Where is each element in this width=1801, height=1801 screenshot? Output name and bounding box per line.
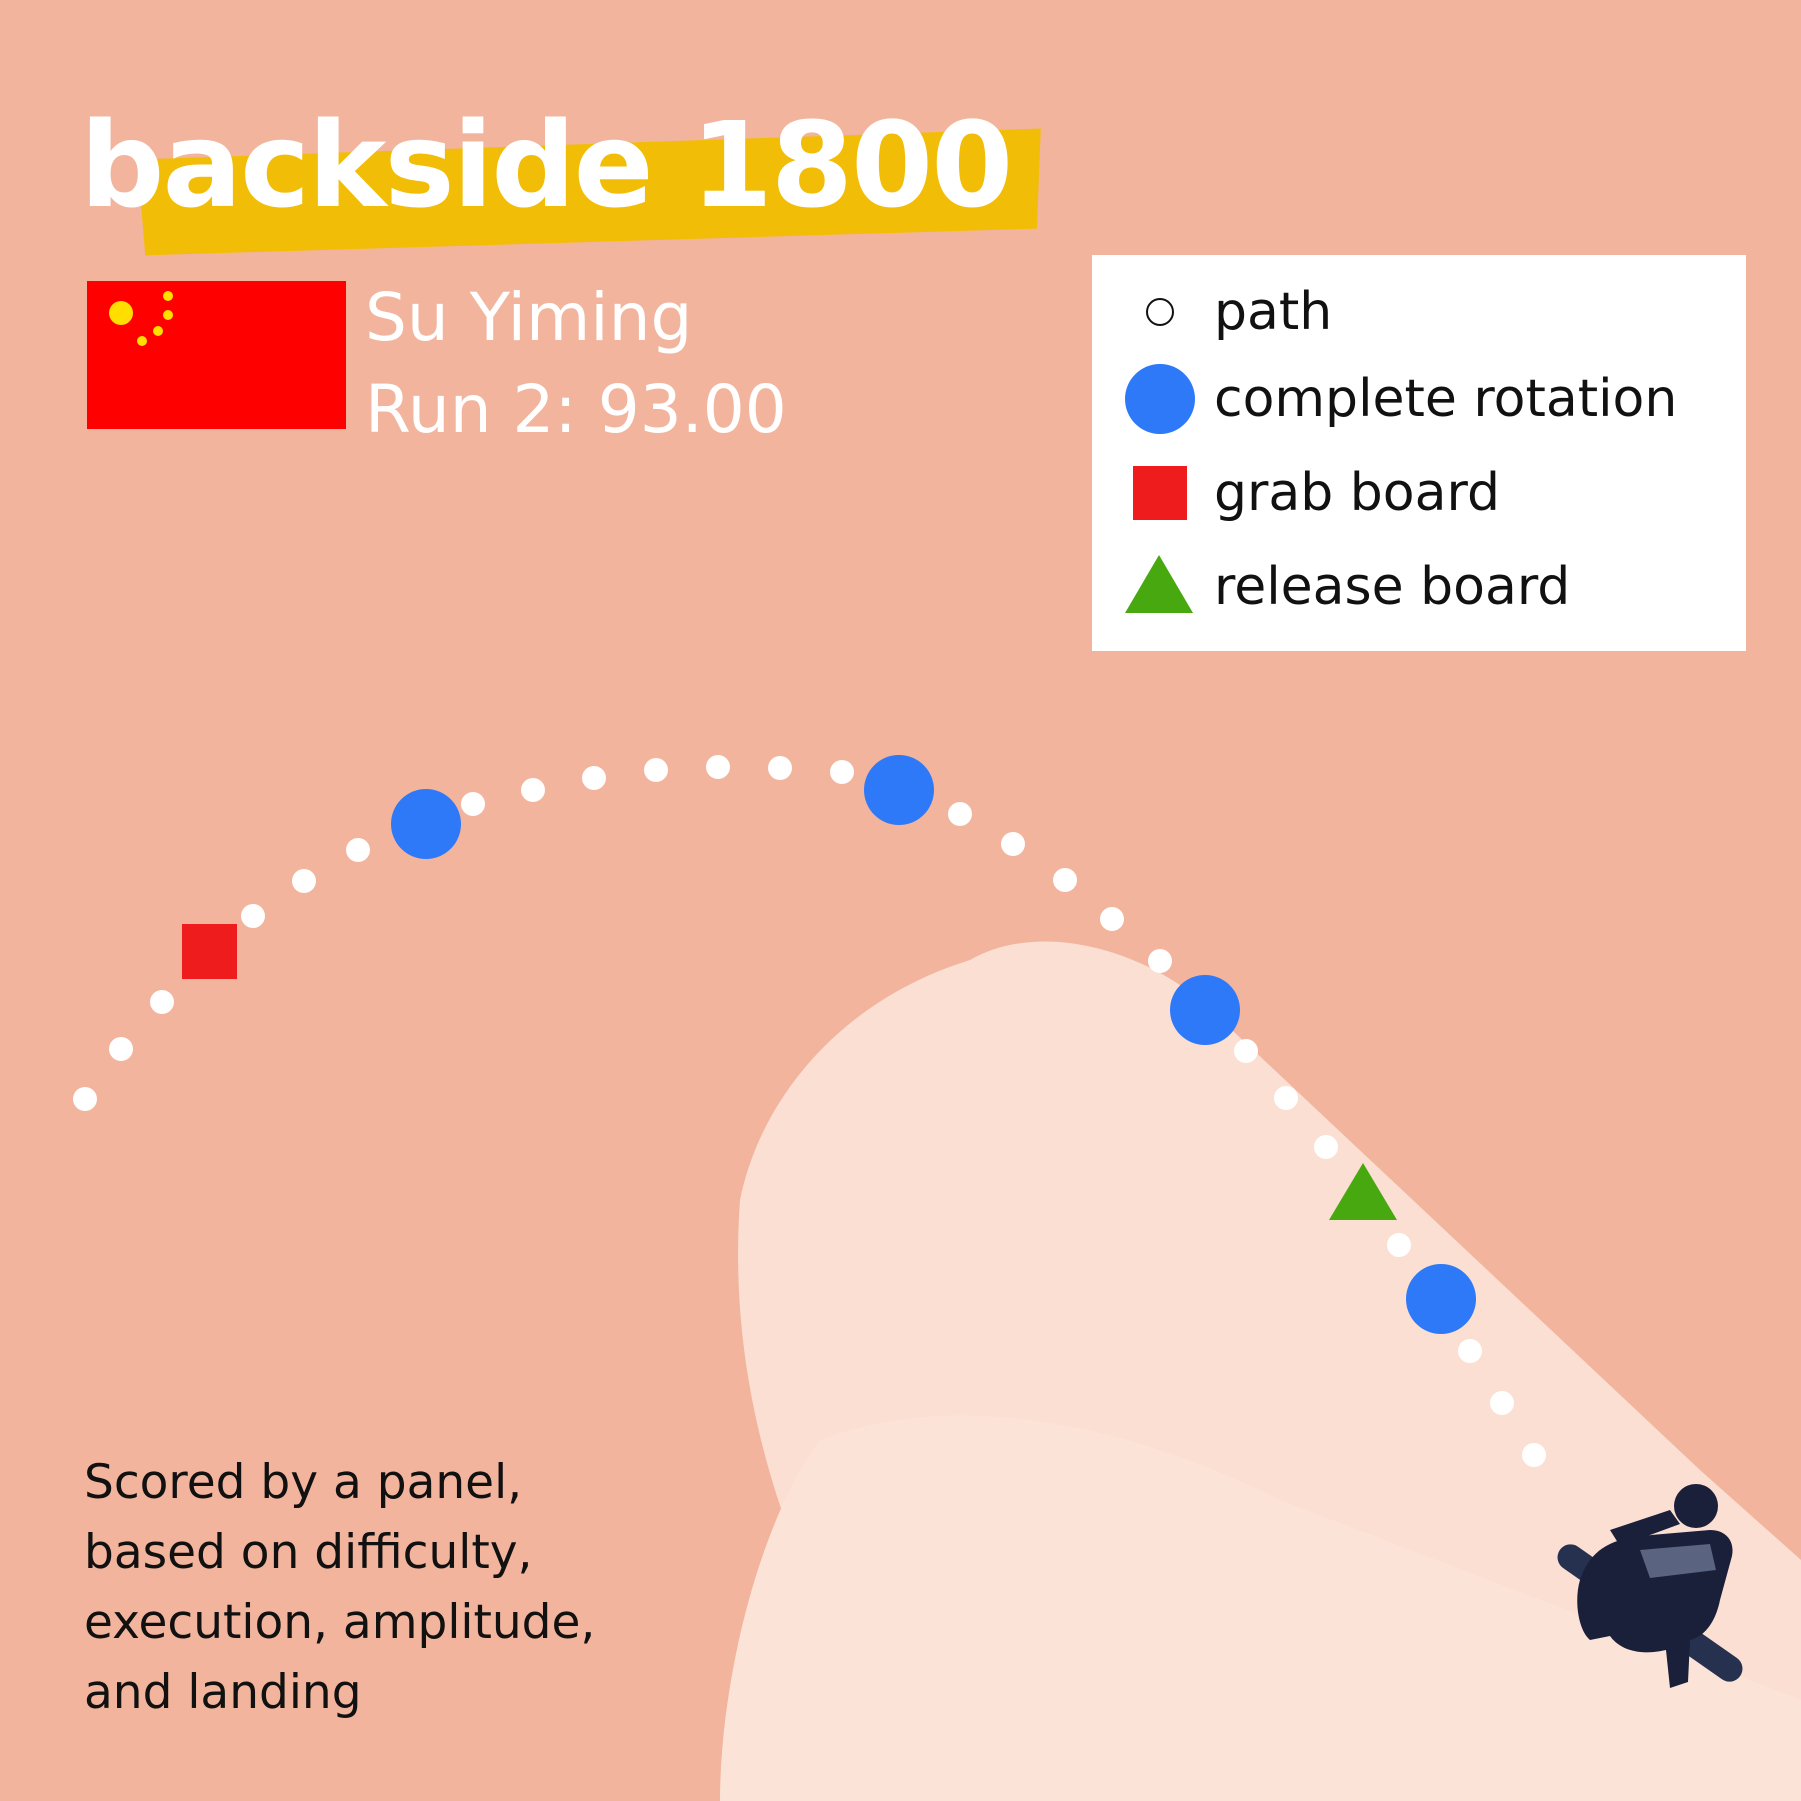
grab-marker bbox=[182, 924, 237, 979]
rider-bib bbox=[1640, 1544, 1716, 1578]
legend-label-path: path bbox=[1214, 282, 1333, 342]
path-dot bbox=[292, 869, 316, 893]
rotation-marker bbox=[1170, 975, 1240, 1045]
legend-item-rotation: complete rotation bbox=[1092, 359, 1746, 439]
path-dot bbox=[521, 778, 545, 802]
legend: path complete rotation grab board releas… bbox=[1092, 255, 1746, 651]
grab-square-icon bbox=[1133, 466, 1187, 520]
snow-slope-lower bbox=[720, 1415, 1801, 1801]
path-dot bbox=[706, 755, 730, 779]
title-highlight-stroke bbox=[137, 128, 1041, 256]
path-dot bbox=[1490, 1391, 1514, 1415]
rotation-marker bbox=[864, 755, 934, 825]
path-dot bbox=[1234, 1039, 1258, 1063]
scoring-note-line: and landing bbox=[84, 1665, 362, 1720]
path-dot bbox=[1053, 868, 1077, 892]
china-flag-icon bbox=[87, 281, 346, 429]
athlete-info: Su Yiming Run 2: 93.00 bbox=[365, 272, 787, 456]
legend-label-release: release board bbox=[1214, 557, 1571, 617]
path-dot bbox=[830, 760, 854, 784]
release-triangle-icon bbox=[1125, 555, 1193, 613]
release-marker bbox=[1329, 1163, 1397, 1220]
path-dot bbox=[1314, 1135, 1338, 1159]
rotation-circle-icon bbox=[1125, 364, 1195, 434]
scoring-note-line: execution, amplitude, bbox=[84, 1595, 596, 1650]
snowboarder-figure bbox=[1557, 1484, 1743, 1688]
path-dot bbox=[1387, 1233, 1411, 1257]
path-dot-icon bbox=[1146, 298, 1174, 326]
scoring-note-line: Scored by a panel, bbox=[84, 1455, 523, 1510]
rotation-marker bbox=[391, 789, 461, 859]
rider-arm bbox=[1610, 1510, 1680, 1546]
rotation-marker bbox=[1406, 1264, 1476, 1334]
path-dot bbox=[644, 758, 668, 782]
path-dot bbox=[768, 756, 792, 780]
path-dot bbox=[73, 1087, 97, 1111]
path-dot bbox=[1148, 949, 1172, 973]
path-dot bbox=[1274, 1086, 1298, 1110]
path-dots bbox=[73, 755, 1546, 1467]
path-dot bbox=[582, 766, 606, 790]
path-dot bbox=[346, 838, 370, 862]
path-dot bbox=[241, 904, 265, 928]
legend-item-grab: grab board bbox=[1092, 453, 1746, 533]
path-dot bbox=[109, 1037, 133, 1061]
title-block: backside 1800 bbox=[80, 96, 1041, 256]
path-dot bbox=[150, 990, 174, 1014]
page-title: backside 1800 bbox=[80, 96, 1013, 234]
legend-item-release: release board bbox=[1092, 547, 1746, 627]
legend-label-grab: grab board bbox=[1214, 463, 1500, 523]
athlete-name: Su Yiming bbox=[365, 279, 693, 356]
path-dot bbox=[948, 802, 972, 826]
path-dot bbox=[1001, 832, 1025, 856]
legend-item-path: path bbox=[1092, 272, 1746, 352]
run-score: Run 2: 93.00 bbox=[365, 371, 787, 448]
path-dot bbox=[461, 792, 485, 816]
path-dot bbox=[1100, 907, 1124, 931]
path-dot bbox=[1522, 1443, 1546, 1467]
path-dot bbox=[1458, 1339, 1482, 1363]
rider-helmet bbox=[1674, 1484, 1718, 1528]
scoring-note-line: based on difficulty, bbox=[84, 1525, 533, 1580]
scoring-note: Scored by a panel, based on difficulty, … bbox=[84, 1448, 724, 1728]
legend-label-rotation: complete rotation bbox=[1214, 369, 1678, 429]
